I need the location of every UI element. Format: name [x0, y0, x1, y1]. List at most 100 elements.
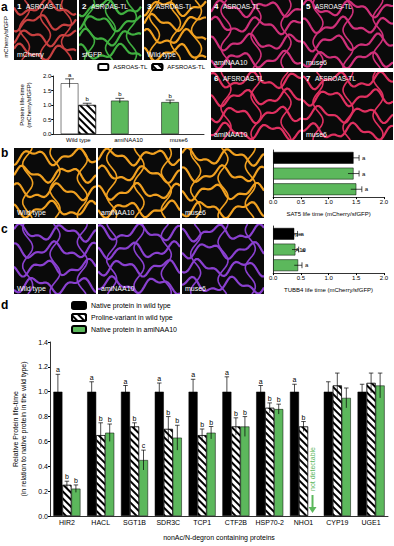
svg-text:a: a [293, 376, 297, 383]
svg-text:mCherry: mCherry [17, 51, 44, 59]
svg-text:TCP1: TCP1 [193, 519, 211, 526]
svg-text:b: b [166, 409, 170, 416]
svg-text:amiNAA10: amiNAA10 [214, 59, 248, 66]
svg-text:HACL: HACL [91, 519, 110, 526]
svg-text:b: b [118, 91, 122, 97]
svg-text:a: a [259, 378, 263, 385]
svg-text:AFSROAS-TL: AFSROAS-TL [223, 75, 264, 82]
svg-text:NHO1: NHO1 [294, 519, 314, 526]
svg-text:Wild type: Wild type [17, 285, 46, 293]
svg-text:b: b [209, 419, 213, 426]
svg-text:1.5: 1.5 [43, 88, 52, 94]
svg-text:1.0: 1.0 [38, 388, 48, 395]
svg-text:0.5: 0.5 [297, 199, 306, 205]
svg-text:Native protein in wild type: Native protein in wild type [91, 302, 171, 310]
svg-text:0.6: 0.6 [38, 438, 48, 445]
svg-text:a: a [191, 371, 195, 378]
svg-text:1.0: 1.0 [324, 275, 333, 281]
svg-text:Relative Protein life-time: Relative Protein life-time [12, 391, 19, 467]
svg-text:0.0: 0.0 [43, 131, 52, 137]
svg-text:2.0: 2.0 [43, 73, 52, 79]
svg-text:b: b [277, 396, 281, 403]
svg-text:0.0: 0.0 [38, 513, 48, 520]
svg-text:b: b [234, 410, 238, 417]
svg-text:muse6: muse6 [306, 59, 327, 66]
svg-text:b: b [133, 415, 137, 422]
svg-text:3: 3 [147, 2, 152, 11]
svg-text:2.0: 2.0 [380, 199, 389, 205]
svg-text:1.5: 1.5 [352, 199, 361, 205]
svg-text:4: 4 [214, 2, 219, 11]
svg-text:b: b [85, 96, 89, 102]
svg-text:7: 7 [306, 74, 311, 83]
svg-text:b: b [243, 409, 247, 416]
svg-text:amiNAA10: amiNAA10 [101, 209, 135, 216]
svg-text:a: a [157, 375, 161, 382]
svg-text:b: b [74, 477, 78, 484]
svg-text:Wild type: Wild type [17, 209, 46, 217]
svg-text:HSP70-2: HSP70-2 [255, 519, 284, 526]
svg-text:b: b [302, 414, 306, 421]
svg-text:b: b [65, 473, 69, 480]
svg-text:ASROAS-TL: ASROAS-TL [113, 64, 148, 70]
svg-text:0.0: 0.0 [269, 199, 278, 205]
svg-text:UGE1: UGE1 [362, 519, 381, 526]
svg-text:sfGFP: sfGFP [82, 51, 102, 58]
svg-text:ASROAS-TL: ASROAS-TL [156, 3, 193, 10]
svg-text:c: c [142, 442, 146, 449]
svg-text:b: b [200, 421, 204, 428]
svg-text:ASROAS-TL: ASROAS-TL [26, 3, 63, 10]
svg-text:a: a [56, 366, 60, 373]
svg-text:0.8: 0.8 [38, 413, 48, 420]
svg-text:a: a [362, 171, 366, 177]
svg-text:a: a [225, 369, 229, 376]
svg-text:SGT1B: SGT1B [123, 519, 146, 526]
svg-text:b: b [108, 416, 112, 423]
svg-text:(in relation to native protein: (in relation to native protein in the wi… [20, 361, 28, 496]
svg-text:muse6: muse6 [185, 209, 206, 216]
svg-text:Protein life-time: Protein life-time [19, 84, 25, 126]
svg-text:Proline-variant in wild type: Proline-variant in wild type [91, 314, 173, 322]
svg-text:CTF2B: CTF2B [225, 519, 248, 526]
svg-text:SDR3C: SDR3C [156, 519, 180, 526]
svg-text:b: b [175, 417, 179, 424]
svg-text:b: b [168, 93, 172, 99]
svg-text:a: a [362, 155, 366, 161]
svg-text:ASROAS-TL: ASROAS-TL [91, 3, 128, 10]
svg-text:(mCherry/sfGFP): (mCherry/sfGFP) [26, 82, 32, 128]
svg-text:amiNAA10: amiNAA10 [101, 285, 135, 292]
svg-text:a: a [305, 262, 309, 268]
svg-text:AFSROAS-TL: AFSROAS-TL [167, 64, 205, 70]
svg-text:0.0: 0.0 [269, 275, 278, 281]
svg-text:CYP19: CYP19 [326, 519, 348, 526]
svg-text:AFSROAS-TL: AFSROAS-TL [315, 75, 356, 82]
svg-text:Wild type: Wild type [66, 137, 91, 143]
svg-text:Wild type: Wild type [147, 51, 176, 59]
svg-text:2.0: 2.0 [380, 275, 389, 281]
svg-text:a: a [124, 378, 128, 385]
svg-text:amiNAA10: amiNAA10 [114, 137, 143, 143]
svg-text:a: a [302, 247, 306, 253]
svg-text:2: 2 [82, 2, 87, 11]
svg-text:0.4: 0.4 [38, 463, 48, 470]
svg-text:1.0: 1.0 [324, 199, 333, 205]
svg-text:ASROAS-TL: ASROAS-TL [223, 3, 260, 10]
svg-text:SAT5 life time (mCherry/sfGFP): SAT5 life time (mCherry/sfGFP) [286, 211, 370, 217]
svg-text:1.4: 1.4 [38, 339, 48, 346]
svg-text:1.0: 1.0 [43, 102, 52, 108]
svg-text:1.2: 1.2 [38, 363, 48, 370]
svg-text:HIR2: HIR2 [59, 519, 75, 526]
svg-text:ASROAS-TL: ASROAS-TL [315, 3, 352, 10]
svg-text:0.5: 0.5 [297, 275, 306, 281]
svg-text:a: a [90, 374, 94, 381]
svg-text:b: b [268, 395, 272, 402]
svg-text:0.2: 0.2 [38, 488, 48, 495]
svg-text:TUBB4 life time (mCherry/sfGFP: TUBB4 life time (mCherry/sfGFP) [284, 287, 373, 293]
svg-text:a: a [301, 231, 305, 237]
svg-text:a: a [68, 72, 72, 78]
svg-text:a: a [365, 186, 369, 192]
svg-text:b: b [99, 415, 103, 422]
svg-text:1.5: 1.5 [352, 275, 361, 281]
svg-text:6: 6 [214, 74, 219, 83]
svg-text:5: 5 [306, 2, 311, 11]
